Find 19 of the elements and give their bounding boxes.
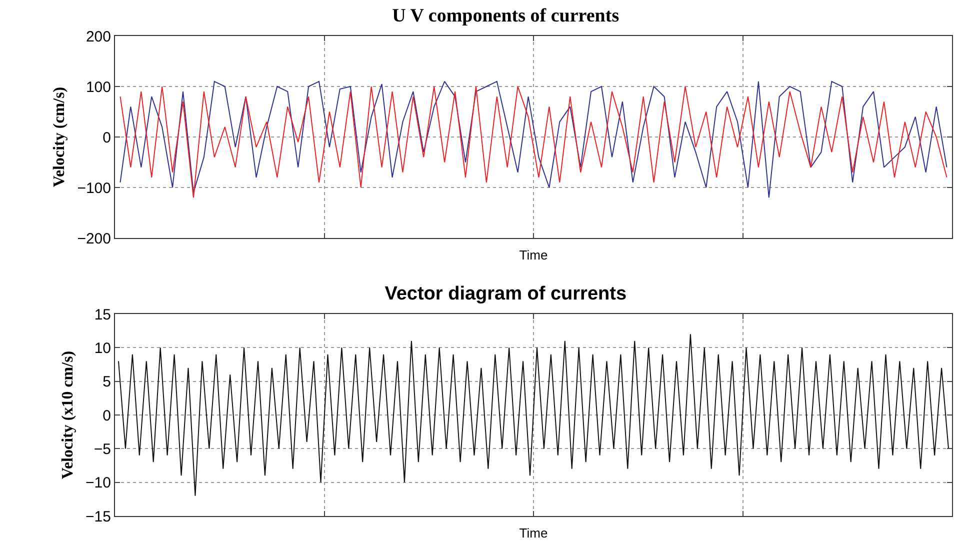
y-tick-label: 0 [102, 407, 111, 424]
y-tick-label: 200 [86, 28, 111, 46]
y-axis-title: Velocity (cm/s) [51, 86, 68, 188]
x-axis-title: Time [519, 526, 548, 541]
y-tick-label: −15 [86, 508, 111, 526]
y-tick-label: 5 [102, 374, 111, 391]
y-tick-label: 15 [94, 306, 111, 324]
line-series [118, 334, 950, 496]
y-axis-title: Velocity (x10 cm/s) [59, 350, 76, 480]
y-tick-label: −200 [77, 230, 111, 248]
chart-title: U V components of currents [392, 6, 620, 27]
y-tick-label: 100 [86, 78, 111, 96]
y-tick-label: −10 [86, 474, 111, 492]
chart-title: Vector diagram of currents [384, 284, 627, 305]
y-tick-label: 0 [102, 129, 111, 146]
y-tick-label: −100 [77, 180, 111, 197]
y-tick-label: −5 [94, 440, 111, 458]
x-axis-title: Time [519, 248, 548, 263]
y-tick-label: 10 [94, 340, 111, 357]
